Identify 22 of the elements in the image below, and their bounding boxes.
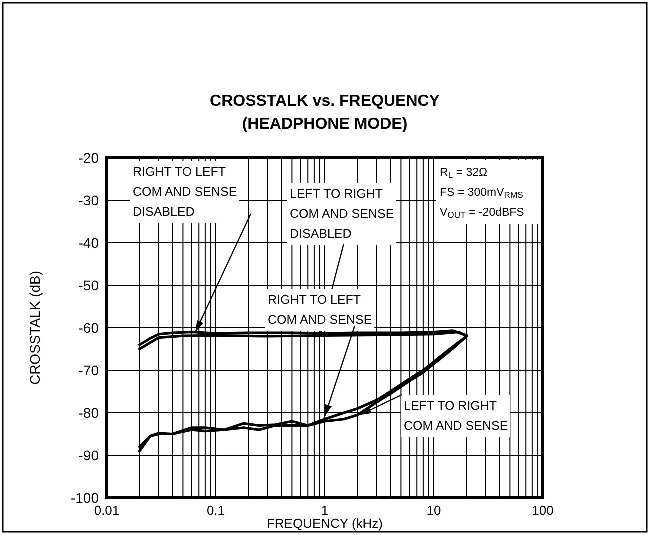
y-tick-label: -50: [78, 278, 100, 294]
annotation: RIGHT TO LEFT COM AND SENSE: [268, 293, 372, 327]
x-tick-label: 100: [532, 503, 554, 518]
y-tick-label: -100: [70, 490, 100, 506]
y-tick-label: -70: [78, 362, 100, 378]
x-tick-label: 1: [321, 503, 329, 518]
annotation: RIGHT TO LEFT COM AND SENSE DISABLED: [133, 165, 238, 219]
y-tick-label: -90: [78, 448, 100, 464]
annotation: LEFT TO RIGHT COM AND SENSE: [404, 399, 508, 433]
x-axis-title: FREQUENCY (kHz): [266, 516, 384, 531]
text: R$_{L}$ = 32Ω FS = 300mV$_{RMS}$ V$_{OUT}$ = -20dBFS: [440, 167, 524, 220]
y-tick-label: -80: [78, 405, 100, 421]
x-tick-label: 0.01: [94, 503, 120, 518]
y-tick-label: -30: [78, 192, 100, 208]
x-tick-label: 0.1: [206, 503, 226, 518]
chart-title: CROSSTALK vs. FREQUENCY (HEADPHONE MODE): [210, 93, 440, 133]
y-axis-title: CROSSTALK (dB): [27, 270, 43, 386]
y-tick-label: -60: [78, 320, 100, 336]
y-tick-label: -20: [78, 150, 100, 166]
x-tick-label: 10: [426, 503, 442, 518]
y-tick-label: -40: [78, 235, 100, 251]
annotation: LEFT TO RIGHT COM AND SENSE DISABLED: [290, 187, 394, 241]
